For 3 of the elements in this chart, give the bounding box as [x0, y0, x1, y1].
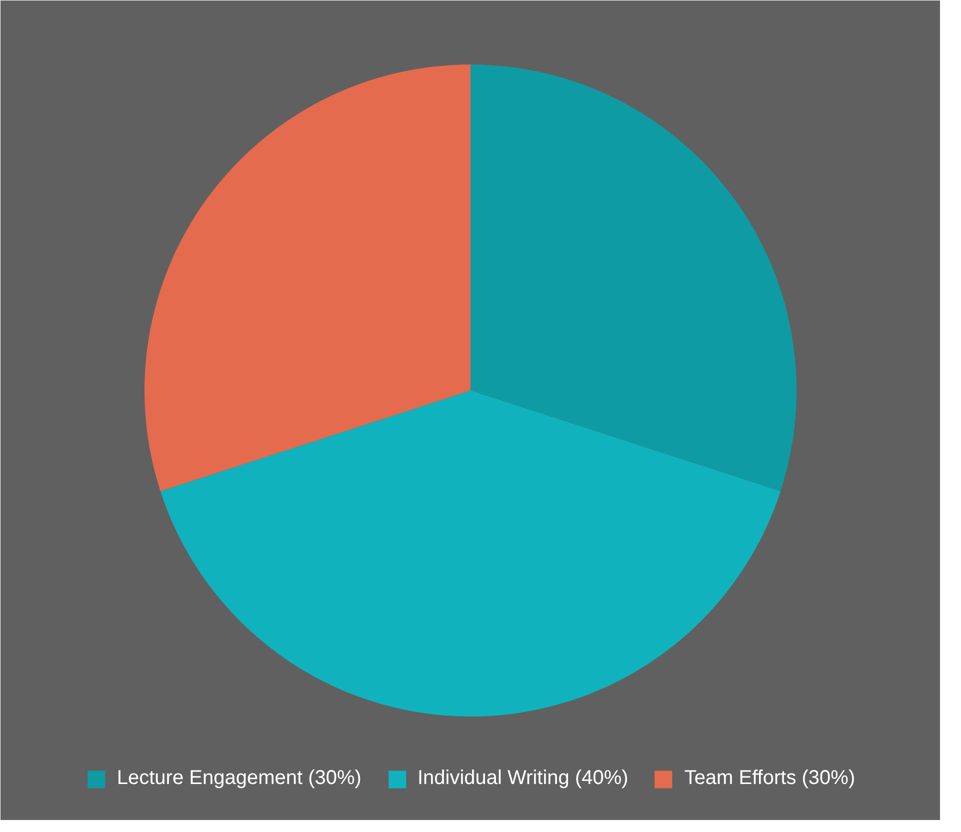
legend-label: Lecture Engagement (30%): [116, 767, 362, 790]
legend-label: Individual Writing (40%): [417, 767, 628, 790]
legend-label: Team Efforts (30%): [684, 767, 856, 790]
